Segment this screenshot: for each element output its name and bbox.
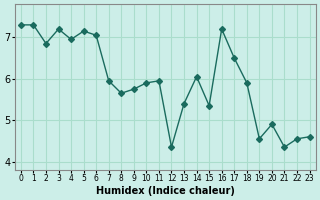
X-axis label: Humidex (Indice chaleur): Humidex (Indice chaleur) — [96, 186, 235, 196]
